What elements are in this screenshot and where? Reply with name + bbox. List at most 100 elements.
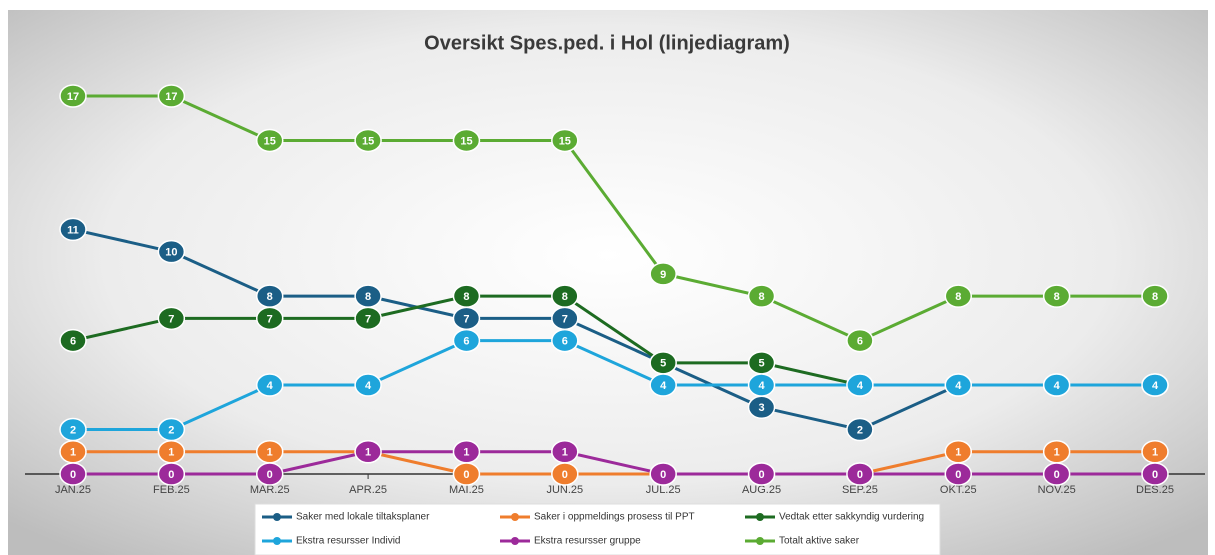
data-label: 6 <box>70 335 76 347</box>
data-point <box>157 239 186 264</box>
legend-dot <box>756 537 764 545</box>
x-tick-label: JUN.25 <box>546 484 583 496</box>
data-point <box>846 462 874 486</box>
legend-box <box>254 503 941 555</box>
data-label: 7 <box>463 313 469 325</box>
data-point <box>1141 373 1169 397</box>
legend-label: Ekstra resursser Individ <box>296 536 400 547</box>
data-label: 15 <box>559 135 571 147</box>
legend-dot <box>511 513 519 521</box>
x-tick-label: JUL.25 <box>646 484 681 496</box>
x-tick-label: MAI.25 <box>449 484 484 496</box>
data-point <box>944 462 973 486</box>
data-label: 7 <box>365 313 371 325</box>
x-tick-label: APR.25 <box>349 484 387 496</box>
data-label: 0 <box>70 469 76 481</box>
data-point <box>747 462 776 486</box>
data-label: 1 <box>267 447 273 459</box>
legend-label: Saker i oppmeldings prosess til PPT <box>534 512 695 523</box>
data-point <box>255 128 284 153</box>
data-label: 0 <box>758 469 764 481</box>
data-point <box>157 306 186 331</box>
data-point <box>354 306 382 331</box>
data-label: 9 <box>660 269 666 281</box>
data-point <box>354 373 382 397</box>
data-label: 1 <box>1152 447 1158 459</box>
legend-label: Vedtak etter sakkyndig vurdering <box>779 512 924 523</box>
data-point <box>157 462 186 486</box>
data-label: 15 <box>362 135 374 147</box>
data-point <box>59 462 87 486</box>
data-label: 2 <box>70 424 76 436</box>
data-point <box>747 284 776 308</box>
data-point <box>255 373 284 397</box>
data-label: 17 <box>67 91 79 103</box>
data-point <box>1042 284 1071 308</box>
data-point <box>1042 373 1071 397</box>
x-tick-label: AUG.25 <box>742 484 781 496</box>
data-point <box>59 328 87 353</box>
data-label: 4 <box>365 380 372 392</box>
data-label: 0 <box>660 469 666 481</box>
data-label: 8 <box>758 291 764 303</box>
legend-dot <box>273 513 281 521</box>
data-point <box>747 373 776 397</box>
data-point <box>649 373 677 397</box>
data-label: 0 <box>955 469 961 481</box>
x-tick-label: MAR.25 <box>250 484 290 496</box>
data-point <box>551 128 579 153</box>
data-label: 8 <box>955 291 961 303</box>
data-point <box>649 262 677 286</box>
data-label: 0 <box>463 469 469 481</box>
data-label: 2 <box>857 424 863 436</box>
data-point <box>1042 462 1071 486</box>
data-label: 7 <box>562 313 568 325</box>
legend-dot <box>273 537 281 545</box>
data-label: 4 <box>1054 380 1061 392</box>
data-label: 4 <box>758 380 765 392</box>
data-label: 2 <box>168 424 174 436</box>
data-point <box>354 440 382 464</box>
data-label: 0 <box>267 469 273 481</box>
data-label: 0 <box>857 469 863 481</box>
data-label: 17 <box>165 91 177 103</box>
data-label: 4 <box>660 380 667 392</box>
series-line <box>73 339 1155 432</box>
data-label: 0 <box>562 469 568 481</box>
data-label: 4 <box>267 380 274 392</box>
data-label: 10 <box>165 247 177 259</box>
data-point <box>452 284 481 308</box>
data-label: 1 <box>70 447 76 459</box>
data-point <box>255 306 284 331</box>
data-label: 1 <box>1054 447 1060 459</box>
data-label: 8 <box>365 291 371 303</box>
data-label: 1 <box>463 447 469 459</box>
data-label: 4 <box>857 380 864 392</box>
legend-label: Saker med lokale tiltaksplaner <box>296 512 430 523</box>
data-point <box>452 440 481 464</box>
data-label: 0 <box>168 469 174 481</box>
data-label: 11 <box>67 224 79 236</box>
data-point <box>846 417 874 442</box>
legend-label: Totalt aktive saker <box>779 536 860 547</box>
data-point <box>846 373 874 397</box>
data-point <box>59 417 87 442</box>
data-label: 15 <box>460 135 472 147</box>
chart-background <box>8 10 1208 555</box>
data-label: 0 <box>1152 469 1158 481</box>
data-point <box>157 417 186 442</box>
data-point <box>452 328 481 353</box>
x-tick-label: JAN.25 <box>55 484 91 496</box>
series-line <box>73 94 1155 343</box>
data-label: 8 <box>1152 291 1158 303</box>
x-tick-label: NOV.25 <box>1038 484 1076 496</box>
data-point <box>551 284 579 308</box>
data-label: 3 <box>758 402 764 414</box>
data-label: 1 <box>168 447 174 459</box>
series-line <box>73 450 1155 476</box>
data-point <box>59 84 87 108</box>
data-label: 8 <box>267 291 273 303</box>
data-label: 15 <box>264 135 276 147</box>
legend-dot <box>511 537 519 545</box>
